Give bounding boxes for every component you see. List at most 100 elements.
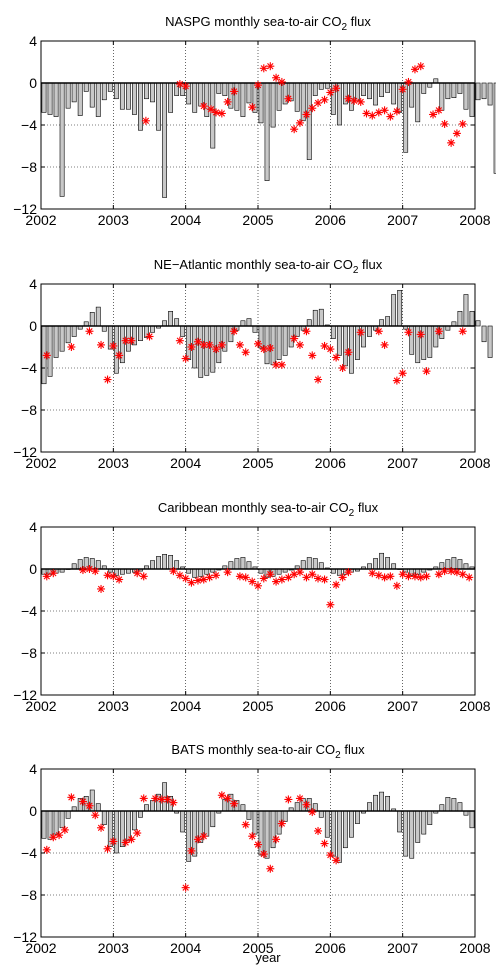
bar <box>204 810 210 837</box>
data-marker <box>67 793 76 802</box>
data-marker <box>175 336 184 345</box>
bar <box>379 82 384 97</box>
bar <box>59 82 65 197</box>
data-marker <box>368 569 377 578</box>
data-marker <box>434 106 443 115</box>
data-marker <box>308 351 317 360</box>
bar <box>397 810 403 833</box>
data-marker <box>187 846 196 855</box>
data-marker <box>440 567 449 576</box>
bar <box>342 325 348 367</box>
data-marker <box>230 327 239 336</box>
bar <box>71 563 77 570</box>
bar <box>53 325 59 358</box>
bar <box>234 82 240 111</box>
data-marker <box>103 571 112 580</box>
bar <box>300 560 306 570</box>
bar <box>150 325 155 333</box>
data-marker <box>181 574 190 583</box>
data-marker <box>314 98 323 107</box>
x-tick-label: 2002 <box>25 455 56 471</box>
bar <box>180 325 186 337</box>
data-marker <box>217 340 226 349</box>
bar <box>493 82 496 174</box>
data-marker <box>308 808 317 817</box>
bar <box>336 810 342 863</box>
data-marker <box>49 833 58 842</box>
bar <box>469 810 475 829</box>
data-marker <box>266 62 275 71</box>
data-marker <box>85 327 94 336</box>
data-marker <box>422 367 431 376</box>
bar <box>156 82 161 131</box>
bar <box>204 568 210 575</box>
bar <box>276 568 282 575</box>
bar <box>258 82 264 124</box>
data-marker <box>109 572 118 581</box>
data-marker <box>344 94 353 103</box>
data-marker <box>212 571 221 580</box>
data-marker <box>392 581 401 590</box>
x-tick-label: 2007 <box>387 698 418 714</box>
data-marker <box>139 794 148 803</box>
bar <box>198 568 204 577</box>
bar <box>156 556 161 570</box>
data-marker <box>266 570 275 579</box>
bar <box>216 82 222 94</box>
bar <box>421 325 427 360</box>
bar <box>361 325 366 348</box>
data-marker <box>284 94 293 103</box>
bar <box>330 810 336 857</box>
bar <box>469 310 475 327</box>
bar <box>234 558 240 570</box>
bar <box>373 794 378 812</box>
y-tick-label: −8 <box>21 159 37 175</box>
data-marker <box>193 576 202 585</box>
panel-ne-atlantic: NE−Atlantic monthly sea-to-air CO2 flux … <box>13 257 493 471</box>
data-marker <box>266 864 275 873</box>
bar <box>71 82 77 103</box>
bar <box>186 325 192 360</box>
data-marker <box>356 328 365 337</box>
bar <box>174 82 180 96</box>
data-marker <box>241 820 250 829</box>
data-marker <box>55 831 64 840</box>
x-tick-label: 2006 <box>315 940 346 956</box>
data-marker <box>212 345 221 354</box>
data-marker <box>392 376 401 385</box>
bar <box>367 563 372 570</box>
bar <box>240 557 246 570</box>
data-marker <box>362 109 371 118</box>
x-tick-label: 2002 <box>25 698 56 714</box>
data-marker <box>295 568 304 577</box>
y-tick-label: 0 <box>29 318 37 334</box>
data-marker <box>121 838 130 847</box>
bar <box>397 289 403 327</box>
bar <box>481 325 487 343</box>
bar <box>457 82 463 94</box>
bar <box>403 810 409 857</box>
bar <box>463 563 469 570</box>
x-tick-label: 2006 <box>315 455 346 471</box>
y-tick-label: −4 <box>21 117 37 133</box>
data-marker <box>332 84 341 93</box>
data-marker <box>272 835 281 844</box>
bar <box>385 316 391 327</box>
x-tick-label: 2004 <box>170 212 201 228</box>
data-marker <box>386 112 395 121</box>
bar <box>65 325 71 344</box>
data-marker <box>91 811 100 820</box>
data-marker <box>266 344 275 353</box>
data-marker <box>440 119 449 128</box>
data-marker <box>398 570 407 579</box>
data-marker <box>320 95 329 104</box>
bar <box>475 320 481 327</box>
data-marker <box>422 572 431 581</box>
y-tick-label: −12 <box>13 687 37 703</box>
data-marker <box>163 795 172 804</box>
bar <box>168 82 174 113</box>
data-marker <box>254 840 262 849</box>
bar <box>264 810 270 859</box>
bar <box>150 800 155 812</box>
